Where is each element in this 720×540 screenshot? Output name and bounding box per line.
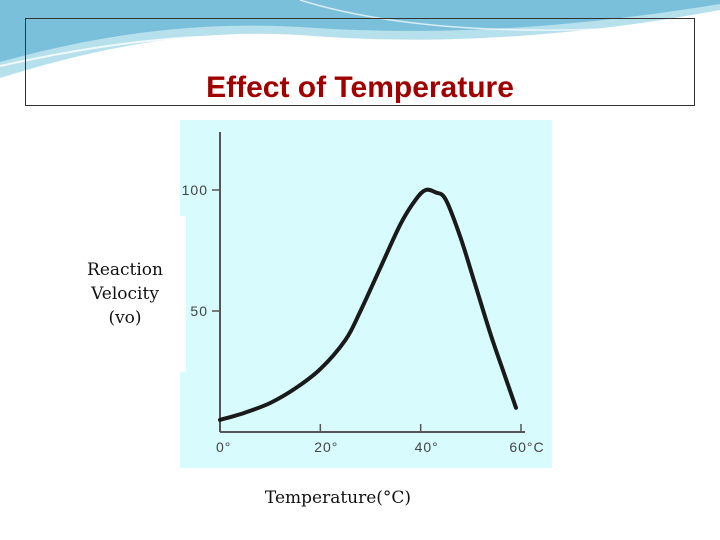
x-axis-label-box: Temperature(°C) bbox=[190, 476, 486, 516]
title-frame bbox=[25, 18, 695, 106]
y-tick-label: 100 bbox=[182, 182, 208, 198]
velocity-curve bbox=[218, 187, 518, 422]
slide-title: Effect of Temperature bbox=[206, 71, 514, 104]
y-axis-label: Reaction Velocity (vo) bbox=[64, 258, 186, 330]
y-axis-label-line: Reaction bbox=[87, 260, 163, 280]
x-axis-label: Temperature(°C) bbox=[264, 488, 412, 508]
y-tick-label: 50 bbox=[190, 303, 208, 319]
y-axis-label-line: (vo) bbox=[108, 308, 142, 328]
x-tick-label: 20° bbox=[314, 439, 338, 455]
y-axis-label-line: Velocity bbox=[91, 284, 159, 304]
y-axis-label-box: Reaction Velocity (vo) bbox=[64, 216, 186, 372]
x-tick-label: 40° bbox=[415, 439, 439, 455]
chart-plot: 50 100 0° 20° 40° 60°C bbox=[182, 132, 544, 455]
top-swoosh-decoration bbox=[0, 0, 720, 78]
chart-panel: 50 100 0° 20° 40° 60°C bbox=[180, 120, 552, 468]
x-tick-label: 0° bbox=[216, 439, 231, 455]
x-tick-label: 60°C bbox=[509, 439, 544, 455]
